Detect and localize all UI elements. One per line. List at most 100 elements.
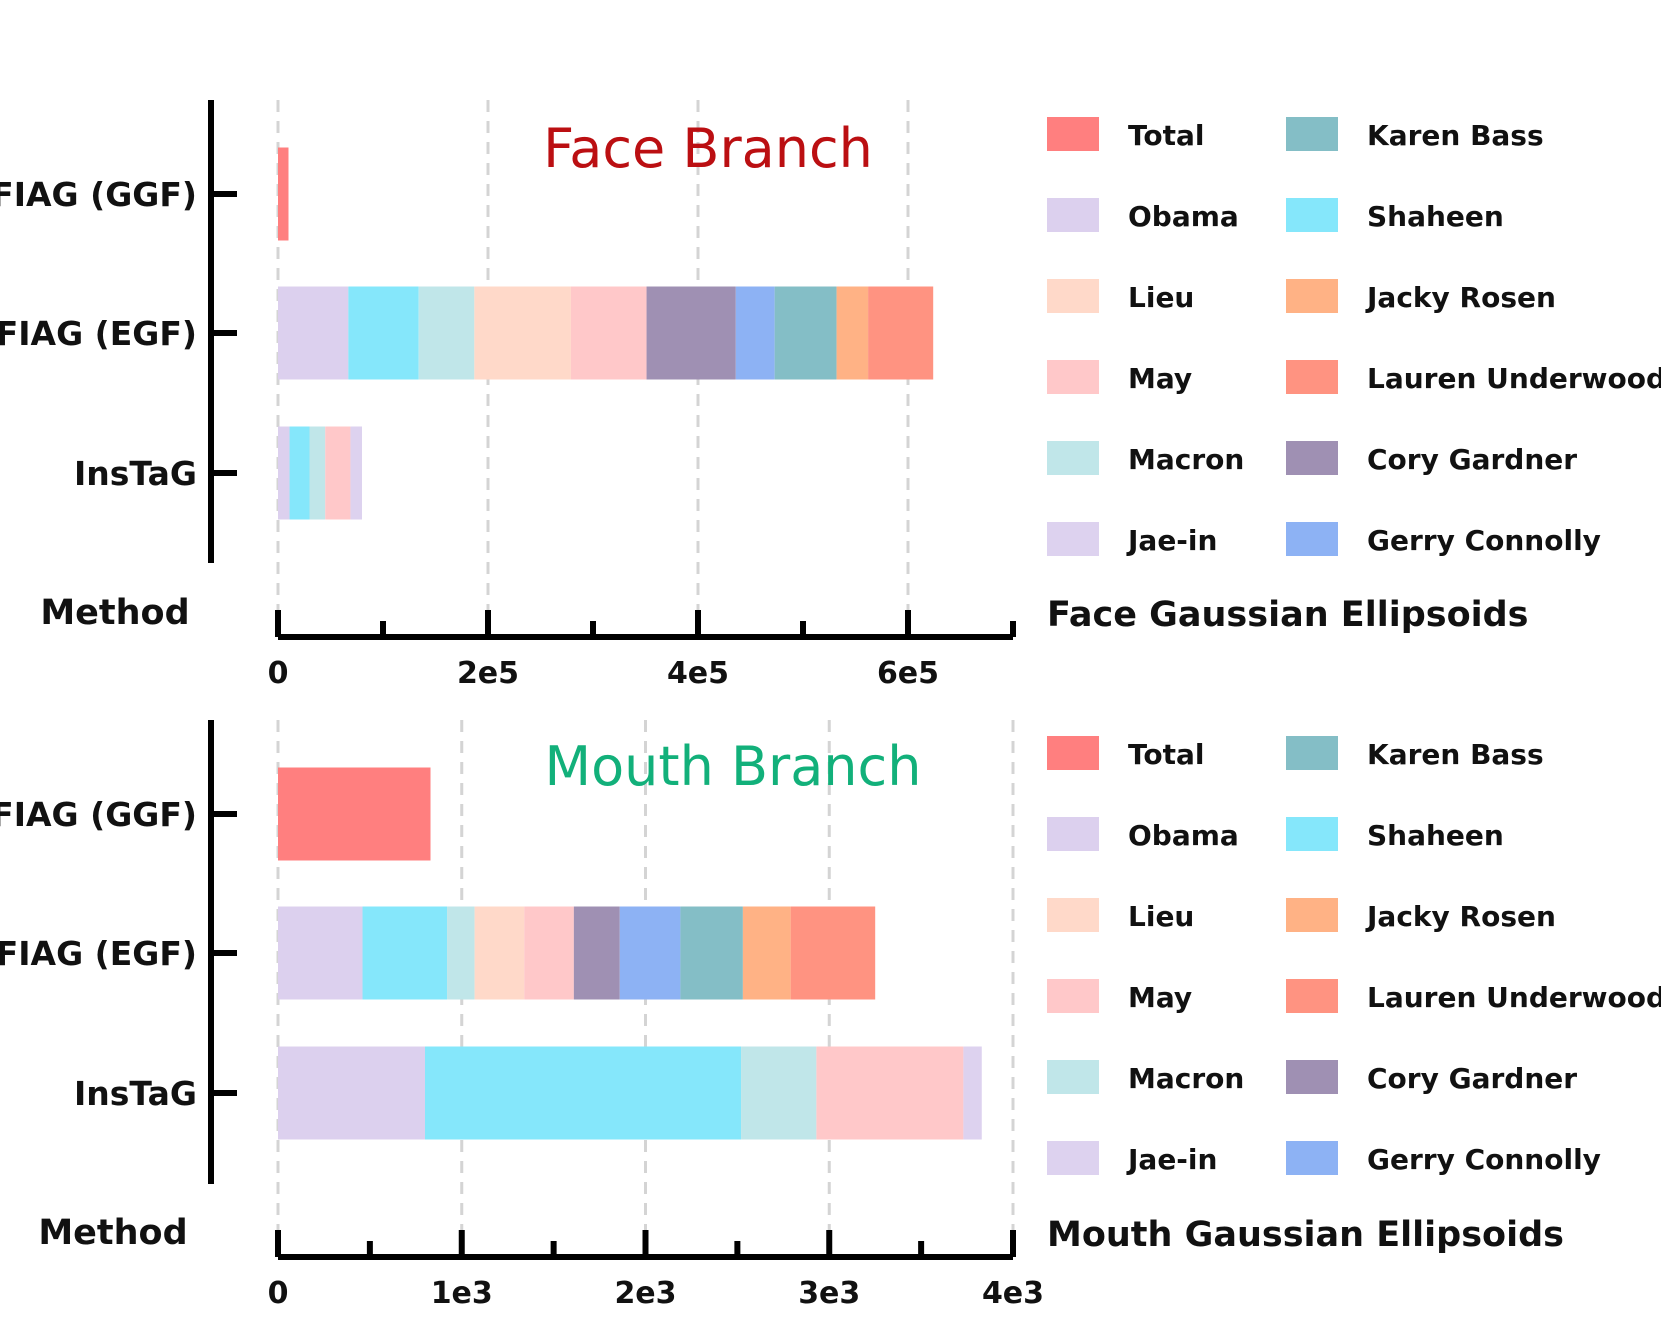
legend-swatch-may [1047, 360, 1099, 394]
legend-swatch-gerry-connolly [1286, 522, 1338, 556]
legend-label-obama: Obama [1128, 819, 1239, 852]
legend-swatch-obama [1047, 198, 1099, 232]
legend-label-shaheen: Shaheen [1367, 819, 1504, 852]
legend-swatch-cory-gardner [1286, 441, 1338, 475]
legend-swatch-cory-gardner [1286, 1060, 1338, 1094]
legend-swatch-macron [1047, 441, 1099, 475]
x-axis-title: Face Gaussian Ellipsoids [1047, 595, 1529, 635]
bar-segment-fiag-egf-obama [278, 286, 349, 380]
bar-segment-fiag-egf-lieu [474, 286, 571, 380]
legend-swatch-lieu [1047, 898, 1099, 932]
legend-swatch-karen-bass [1286, 736, 1338, 770]
legend-label-jacky-rosen: Jacky Rosen [1365, 281, 1556, 314]
bar-segment-fiag-egf-obama [278, 906, 363, 1000]
legend-label-lauren-underwood: Lauren Underwood [1367, 362, 1661, 395]
bar-segment-fiag-egf-karen-bass [774, 286, 837, 380]
bar-segment-fiag-egf-jacky-rosen [836, 286, 869, 380]
bar-segment-instag-macron [741, 1046, 817, 1140]
bar-segment-fiag-egf-lauren-underwood [868, 286, 934, 380]
legend-label-lieu: Lieu [1128, 281, 1194, 314]
bar-segment-fiag-egf-cory-gardner [573, 906, 620, 1000]
x-tick-label-3e3: 3e3 [798, 1276, 860, 1311]
legend-label-gerry-connolly: Gerry Connolly [1367, 1143, 1601, 1176]
legend-swatch-total [1047, 736, 1099, 770]
legend-swatch-lauren-underwood [1286, 979, 1338, 1013]
legend-swatch-karen-bass [1286, 117, 1338, 151]
legend-swatch-gerry-connolly [1286, 1141, 1338, 1175]
x-tick-label-0: 0 [268, 656, 289, 691]
bar-segment-instag-shaheen [289, 426, 310, 520]
legend-label-may: May [1128, 981, 1192, 1014]
x-tick-label-1e3: 1e3 [431, 1276, 493, 1311]
legend-swatch-jacky-rosen [1286, 279, 1338, 313]
x-tick-label-0: 0 [268, 1276, 289, 1311]
bar-segment-fiag-egf-karen-bass [680, 906, 743, 1000]
legend-label-total: Total [1128, 738, 1205, 771]
legend-label-jae-in: Jae-in [1126, 524, 1217, 557]
bar-segment-instag-obama [278, 426, 290, 520]
legend-label-karen-bass: Karen Bass [1367, 119, 1544, 152]
chart-title: Mouth Branch [545, 735, 922, 798]
bar-segment-instag-may [816, 1046, 964, 1140]
bar-segment-fiag-egf-may [524, 906, 574, 1000]
x-tick-label-4e5: 4e5 [667, 656, 729, 691]
bar-segment-instag-jae-in [350, 426, 362, 520]
legend-swatch-obama [1047, 817, 1099, 851]
bar-segment-fiag-egf-macron [447, 906, 475, 1000]
legend-swatch-may [1047, 979, 1099, 1013]
x-tick-label-2e5: 2e5 [457, 656, 519, 691]
legend-label-cory-gardner: Cory Gardner [1367, 443, 1577, 476]
legend-label-cory-gardner: Cory Gardner [1367, 1062, 1577, 1095]
y-axis-title: Method [40, 593, 189, 633]
legend-swatch-jae-in [1047, 522, 1099, 556]
bar-segment-fiag-egf-macron [418, 286, 475, 380]
bar-segment-fiag-egf-shaheen [348, 286, 419, 380]
legend-swatch-jae-in [1047, 1141, 1099, 1175]
bar-segment-fiag-egf-cory-gardner [646, 286, 736, 380]
legend-label-lauren-underwood: Lauren Underwood [1367, 981, 1661, 1014]
legend-swatch-lieu [1047, 279, 1099, 313]
bar-segment-instag-may [325, 426, 351, 520]
legend-label-karen-bass: Karen Bass [1367, 738, 1544, 771]
bar-segment-fiag-egf-may [570, 286, 647, 380]
x-tick-label-4e3: 4e3 [982, 1276, 1044, 1311]
y-tick-label-fiag-egf: FIAG (EGF) [0, 314, 197, 353]
bar-segment-fiag-egf-lieu [474, 906, 525, 1000]
legend-swatch-shaheen [1286, 198, 1338, 232]
bar-segment-instag-obama [278, 1046, 425, 1140]
legend-label-macron: Macron [1128, 443, 1244, 476]
y-tick-label-instag: InsTaG [74, 1074, 197, 1113]
y-tick-label-fiag-ggf: FIAG (GGF) [0, 795, 197, 834]
x-tick-label-6e5: 6e5 [877, 656, 939, 691]
y-axis-title: Method [38, 1213, 187, 1253]
bar-segment-fiag-egf-shaheen [362, 906, 448, 1000]
bar-segment-fiag-ggf-total [278, 767, 431, 861]
bar-segment-fiag-egf-gerry-connolly [735, 286, 775, 380]
legend-swatch-lauren-underwood [1286, 360, 1338, 394]
face-branch-panel: FIAG (GGF) FIAG (EGF) InsTaG 0 2e5 4e5 6e5 Meth… [0, 100, 1661, 691]
bar-segment-instag-shaheen [425, 1046, 742, 1140]
legend-label-may: May [1128, 362, 1192, 395]
legend-label-obama: Obama [1128, 200, 1239, 233]
legend-label-gerry-connolly: Gerry Connolly [1367, 524, 1601, 557]
legend-label-shaheen: Shaheen [1367, 200, 1504, 233]
bar-segment-fiag-egf-gerry-connolly [619, 906, 681, 1000]
bar-segment-fiag-ggf-total [278, 147, 289, 241]
y-tick-label-fiag-ggf: FIAG (GGF) [0, 175, 197, 214]
legend-label-macron: Macron [1128, 1062, 1244, 1095]
legend-swatch-shaheen [1286, 817, 1338, 851]
y-tick-label-fiag-egf: FIAG (EGF) [0, 934, 197, 973]
x-tick-label-2e3: 2e3 [614, 1276, 676, 1311]
legend-label-lieu: Lieu [1128, 900, 1194, 933]
y-tick-label-instag: InsTaG [74, 454, 197, 493]
bar-segment-fiag-egf-lauren-underwood [790, 906, 876, 1000]
legend-swatch-macron [1047, 1060, 1099, 1094]
legend-swatch-jacky-rosen [1286, 898, 1338, 932]
legend-label-jacky-rosen: Jacky Rosen [1365, 900, 1556, 933]
x-axis-title: Mouth Gaussian Ellipsoids [1047, 1215, 1564, 1255]
bar-segment-fiag-egf-jacky-rosen [742, 906, 791, 1000]
legend-swatch-total [1047, 117, 1099, 151]
chart-title: Face Branch [543, 117, 873, 180]
